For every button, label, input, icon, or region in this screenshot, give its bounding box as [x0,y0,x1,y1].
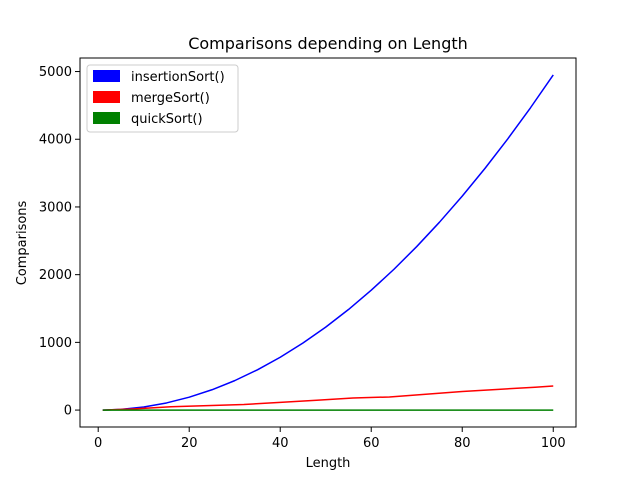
x-tick-label: 0 [94,436,102,451]
x-tick-label: 60 [363,436,380,451]
series-line-1 [102,74,554,411]
legend-label: quickSort() [131,112,203,127]
plot-area: 0 20 40 60 80 100 0 1000 2000 3000 4000 5000 [39,57,577,451]
legend-label: mergeSort() [131,91,210,106]
x-tick-label: 80 [454,436,471,451]
y-axis: 0 1000 2000 3000 4000 5000 [39,65,80,419]
y-tick-label: 4000 [39,133,72,148]
series-line-2 [102,385,554,411]
y-tick-label: 2000 [39,268,72,283]
legend-swatch [93,112,120,124]
legend-box [86,64,239,133]
y-tick-label: 0 [64,404,72,419]
y-tick-label: 5000 [39,65,72,80]
axes-frame [79,57,577,428]
y-tick-label: 3000 [39,200,72,215]
legend-swatch [93,70,120,82]
x-tick-label: 20 [181,436,198,451]
y-axis-label: Comparisons [15,200,30,285]
x-tick-label: 40 [272,436,289,451]
y-tick-label: 1000 [39,336,72,351]
legend: insertionSort() mergeSort() quickSort() [86,64,239,133]
series-layer [102,74,554,411]
legend-items: insertionSort() mergeSort() quickSort() [93,70,225,127]
legend-label: insertionSort() [131,70,225,85]
legend-swatch [93,91,120,103]
x-tick-label: 100 [541,436,566,451]
x-axis-label: Length [306,456,351,471]
chart-title: Comparisons depending on Length [188,34,468,53]
x-axis: 0 20 40 60 80 100 [94,427,566,451]
